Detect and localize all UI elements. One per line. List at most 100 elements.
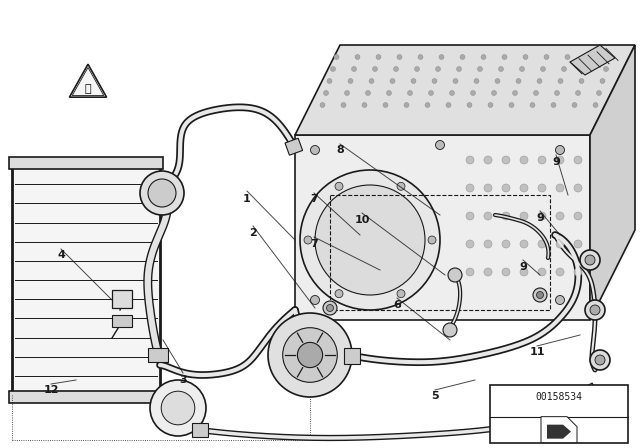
Polygon shape (69, 64, 106, 97)
Circle shape (369, 78, 374, 83)
Circle shape (397, 55, 402, 60)
Circle shape (492, 90, 497, 95)
Circle shape (554, 90, 559, 95)
Circle shape (538, 156, 546, 164)
Circle shape (404, 103, 409, 108)
Bar (148, 348, 168, 362)
Circle shape (446, 103, 451, 108)
Circle shape (538, 240, 546, 248)
Circle shape (334, 55, 339, 60)
Circle shape (561, 66, 566, 72)
Circle shape (530, 103, 535, 108)
Circle shape (466, 184, 474, 192)
Circle shape (579, 78, 584, 83)
Circle shape (502, 55, 507, 60)
Polygon shape (547, 425, 571, 439)
Circle shape (335, 290, 343, 297)
Text: 8: 8 (336, 145, 344, 155)
Circle shape (538, 184, 546, 192)
Circle shape (586, 55, 591, 60)
Circle shape (593, 103, 598, 108)
Circle shape (466, 240, 474, 248)
Text: 7: 7 (310, 194, 318, 204)
Circle shape (448, 268, 462, 282)
Text: 3: 3 (179, 375, 187, 385)
Circle shape (534, 90, 538, 95)
Circle shape (315, 185, 425, 295)
Circle shape (502, 184, 510, 192)
Circle shape (432, 78, 437, 83)
Circle shape (408, 90, 413, 95)
Circle shape (365, 90, 371, 95)
Bar (12, 165, 160, 395)
Circle shape (575, 90, 580, 95)
Text: 9: 9 (552, 157, 560, 167)
Circle shape (429, 90, 433, 95)
Bar (285, 138, 303, 155)
Circle shape (551, 103, 556, 108)
Circle shape (574, 156, 582, 164)
Circle shape (387, 90, 392, 95)
Polygon shape (72, 68, 104, 95)
Circle shape (418, 55, 423, 60)
Circle shape (574, 184, 582, 192)
Circle shape (449, 90, 454, 95)
Text: 5: 5 (431, 391, 439, 401)
Circle shape (590, 305, 600, 315)
Circle shape (415, 66, 419, 72)
Circle shape (590, 350, 610, 370)
Bar (490, 385, 628, 443)
Circle shape (574, 240, 582, 248)
Circle shape (556, 184, 564, 192)
Circle shape (572, 103, 577, 108)
Circle shape (538, 212, 546, 220)
Polygon shape (295, 135, 590, 320)
Circle shape (298, 342, 323, 368)
Circle shape (268, 313, 352, 397)
Circle shape (477, 66, 483, 72)
Circle shape (310, 296, 319, 305)
Text: 00158534: 00158534 (536, 392, 582, 401)
Circle shape (310, 146, 319, 155)
Circle shape (516, 78, 521, 83)
Bar (9, 391, 163, 403)
Bar (112, 290, 132, 308)
Circle shape (585, 255, 595, 265)
Circle shape (484, 240, 492, 248)
Circle shape (150, 380, 206, 436)
Text: 9: 9 (519, 262, 527, 272)
Circle shape (580, 250, 600, 270)
Circle shape (502, 156, 510, 164)
Circle shape (537, 78, 542, 83)
Circle shape (509, 103, 514, 108)
Polygon shape (541, 417, 577, 443)
Circle shape (556, 156, 564, 164)
Circle shape (556, 146, 564, 155)
Circle shape (439, 55, 444, 60)
Circle shape (341, 103, 346, 108)
Circle shape (390, 78, 395, 83)
Text: 11: 11 (529, 347, 545, 357)
Text: 6: 6 (393, 300, 401, 310)
Circle shape (394, 66, 399, 72)
Circle shape (140, 171, 184, 215)
Circle shape (520, 268, 528, 276)
Text: 9: 9 (536, 213, 544, 223)
Text: 2: 2 (249, 228, 257, 238)
Circle shape (335, 182, 343, 190)
Circle shape (502, 240, 510, 248)
Circle shape (466, 212, 474, 220)
Circle shape (538, 268, 546, 276)
Circle shape (425, 103, 430, 108)
Circle shape (326, 305, 333, 311)
Circle shape (556, 296, 564, 305)
Circle shape (574, 212, 582, 220)
Circle shape (435, 141, 445, 150)
Circle shape (372, 66, 378, 72)
Circle shape (411, 78, 416, 83)
Circle shape (585, 300, 605, 320)
Circle shape (502, 268, 510, 276)
Circle shape (470, 90, 476, 95)
Circle shape (544, 55, 549, 60)
Circle shape (520, 66, 525, 72)
